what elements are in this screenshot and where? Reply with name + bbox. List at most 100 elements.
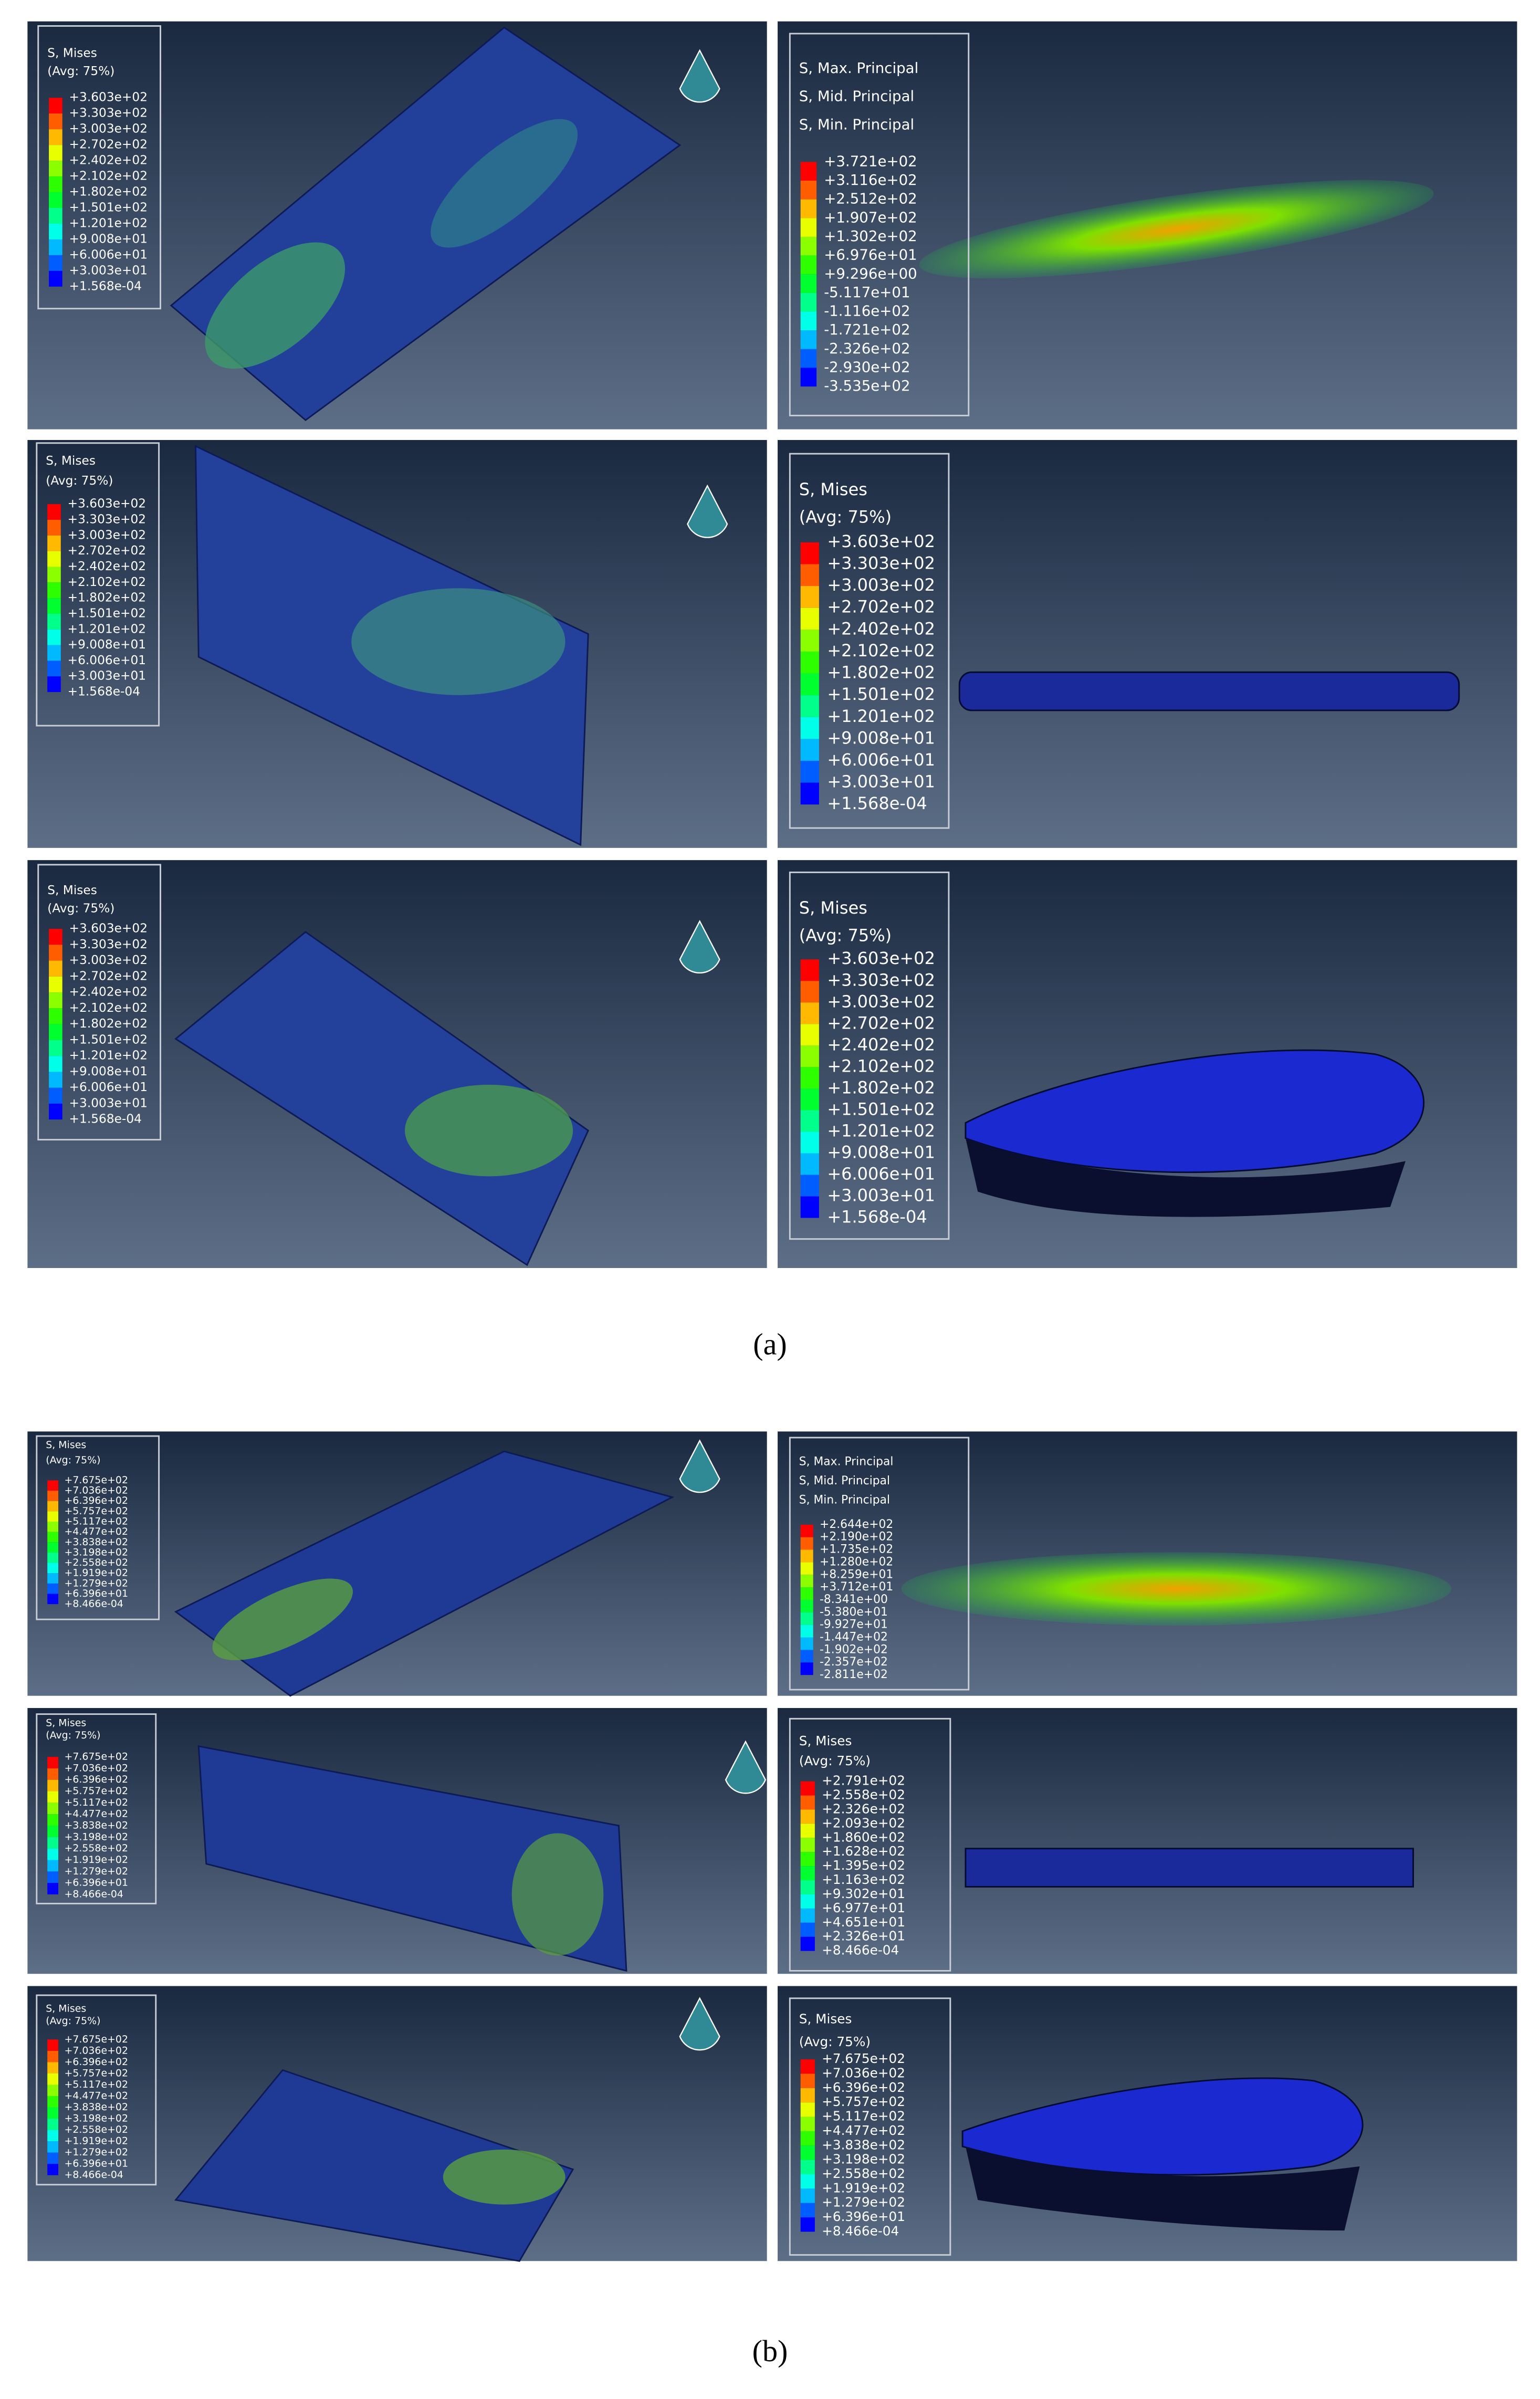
legend-swatch: [800, 2088, 815, 2103]
legend-label: +3.003e+02: [69, 122, 148, 136]
legend-label: +1.279e+02: [64, 2146, 128, 2158]
legend-swatch: [47, 2039, 59, 2051]
legend-label: +7.675e+02: [64, 1751, 128, 1763]
legend-label: +6.396e+02: [64, 1495, 128, 1506]
legend-swatch: [800, 1562, 813, 1575]
legend-swatch: [800, 1088, 819, 1111]
legend-swatch: [800, 236, 817, 256]
legend-label: +7.036e+02: [64, 1485, 128, 1496]
legend-label: +2.402e+02: [69, 153, 148, 167]
legend-label: +2.558e+02: [822, 1787, 905, 1803]
legend-label: +9.008e+01: [69, 232, 148, 246]
legend-swatch: [800, 1894, 815, 1909]
legend-title: S, Mises: [799, 898, 867, 918]
legend-label: +1.501e+02: [827, 1099, 935, 1119]
legend-label: +5.757e+02: [64, 2067, 128, 2079]
legend-title: S, Mises: [46, 1439, 86, 1451]
legend-swatch: [47, 613, 61, 630]
legend-swatch: [49, 1087, 62, 1104]
legend-label: +3.603e+02: [69, 90, 148, 104]
legend-label: +7.036e+02: [64, 2045, 128, 2056]
legend-label: +1.395e+02: [822, 1858, 905, 1873]
legend-swatch: [800, 199, 817, 218]
legend-swatch: [800, 1524, 813, 1537]
legend-label: +2.702e+02: [827, 1013, 935, 1033]
legend-label: +3.603e+02: [68, 497, 146, 511]
orientation-triad: [725, 1740, 767, 1794]
legend-box: [789, 453, 950, 829]
legend-label: +1.919e+02: [64, 1854, 128, 1866]
legend-box: [36, 442, 160, 727]
stress-region: [431, 119, 578, 248]
legend-label: +1.201e+02: [68, 622, 146, 636]
legend-swatch: [800, 1908, 815, 1923]
legend-label: +2.102e+02: [69, 169, 148, 183]
legend-swatch: [800, 1781, 815, 1796]
panel-background: [778, 439, 1517, 848]
legend-label: +4.477e+02: [64, 1808, 128, 1820]
legend-title: (Avg: 75%): [46, 1730, 100, 1741]
legend-label: +6.006e+01: [69, 247, 148, 261]
legend-swatch: [49, 992, 62, 1009]
legend-swatch: [47, 2164, 59, 2175]
legend-title: (Avg: 75%): [799, 1753, 871, 1768]
stress-region: [212, 1578, 353, 1660]
legend-swatch: [47, 1883, 59, 1894]
legend-label: +1.919e+02: [822, 2180, 905, 2195]
legend-swatch: [800, 311, 817, 331]
legend-swatch: [800, 695, 819, 717]
legend-swatch: [800, 1024, 819, 1046]
legend-label: +1.568e-04: [69, 1112, 142, 1126]
legend-label: -2.357e+02: [820, 1656, 888, 1669]
legend-swatch: [800, 1612, 813, 1625]
legend-swatch: [49, 270, 62, 287]
legend-swatch: [800, 255, 817, 275]
legend-label: +1.280e+02: [820, 1555, 893, 1568]
legend-label: +3.603e+02: [69, 921, 148, 936]
legend-swatch: [800, 1067, 819, 1089]
legend-swatch: [47, 1521, 59, 1532]
legend-label: +2.102e+02: [68, 575, 146, 589]
legend-label: +6.396e+01: [64, 2158, 128, 2170]
beam-model: [965, 1848, 1414, 1888]
legend-swatch: [800, 1824, 815, 1838]
wing-model: [174, 2069, 574, 2262]
legend-swatch: [800, 739, 819, 761]
legend-label: +3.603e+02: [827, 948, 935, 968]
legend-swatch: [800, 1599, 813, 1612]
legend-label: +2.102e+02: [69, 1001, 148, 1015]
legend-label: +1.201e+02: [69, 216, 148, 230]
legend-swatch: [47, 1826, 59, 1837]
orientation-triad: [679, 49, 720, 103]
legend-swatch: [47, 1532, 59, 1543]
legend-swatch: [47, 2084, 59, 2097]
legend-swatch: [47, 2152, 59, 2164]
legend-label: +1.919e+02: [64, 2135, 128, 2147]
legend-label: +3.303e+02: [69, 937, 148, 951]
legend-swatch: [800, 542, 819, 564]
legend-swatch: [47, 1837, 59, 1849]
legend-swatch: [47, 1871, 59, 1883]
legend-label: +2.102e+02: [827, 1056, 935, 1076]
legend-title: S, Min. Principal: [799, 116, 914, 133]
legend-label: +2.402e+02: [69, 985, 148, 999]
legend-swatch: [800, 1809, 815, 1824]
legend-box: [36, 1713, 157, 1904]
legend-swatch: [800, 2073, 815, 2088]
legend-swatch: [800, 760, 819, 783]
legend-label: +4.477e+02: [822, 2123, 905, 2138]
legend-label: +2.326e+02: [822, 1801, 905, 1816]
legend-label: +3.198e+02: [64, 2113, 128, 2124]
legend-swatch: [49, 1024, 62, 1040]
legend-label: -5.117e+01: [824, 284, 910, 301]
legend-label: +1.802e+02: [68, 591, 146, 605]
legend-title: S, Max. Principal: [799, 59, 919, 77]
legend-swatch: [47, 1791, 59, 1803]
legend-label: +1.201e+02: [69, 1049, 148, 1063]
legend-box: [789, 1717, 951, 1972]
legend-swatch: [49, 223, 62, 239]
legend-label: +2.558e+02: [64, 1557, 128, 1568]
legend-swatch: [49, 161, 62, 177]
